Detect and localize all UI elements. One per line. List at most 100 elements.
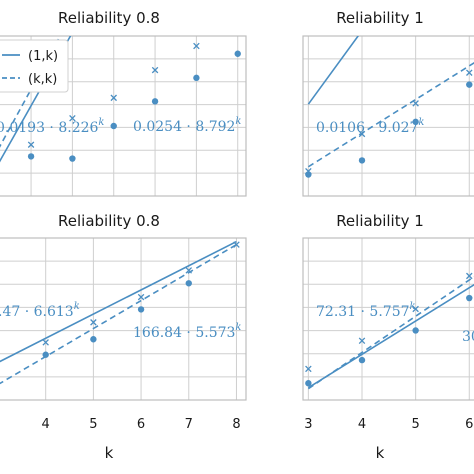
data-point-k-k bbox=[69, 114, 76, 122]
data-point-k-k bbox=[42, 339, 49, 346]
chart-panel-1: Reliability 0.8 0.0193 · 8.226k 0.0254 · 8… bbox=[0, 9, 247, 197]
data-point-1-k bbox=[412, 327, 419, 334]
x-marker-stroke bbox=[193, 42, 200, 50]
data-point-k-k bbox=[412, 305, 419, 313]
fit-formula-text: 0.0254 · 8.792 bbox=[133, 119, 235, 135]
x-marker-stroke bbox=[466, 69, 473, 76]
fit-formula-text: 0.0106 · 9.027 bbox=[316, 120, 418, 136]
data-point-1-k bbox=[412, 118, 419, 126]
panel-title: Reliability 0.8 bbox=[58, 9, 160, 27]
x-marker-stroke bbox=[466, 272, 473, 280]
data-point-k-k bbox=[27, 141, 35, 148]
x-marker-stroke bbox=[412, 100, 419, 107]
plot-frame bbox=[0, 237, 247, 401]
legend: (1,k) (k,k) bbox=[0, 39, 69, 93]
fit-formula: 0.0254 · 8.792k bbox=[133, 116, 241, 135]
x-marker-stroke bbox=[69, 114, 76, 122]
x-tick-label: 6 bbox=[465, 417, 473, 432]
data-point-1-k bbox=[358, 356, 366, 364]
fit-formula-exponent: k bbox=[98, 117, 104, 128]
fit-line-k-k bbox=[307, 275, 474, 390]
data-point-k-k bbox=[305, 167, 312, 175]
data-point-1-k bbox=[137, 306, 145, 313]
data-point-1-k bbox=[193, 74, 200, 82]
x-tick-label: 5 bbox=[411, 417, 419, 432]
x-marker-stroke bbox=[137, 293, 145, 301]
x-tick-label: 4 bbox=[358, 417, 366, 432]
data-point-k-k bbox=[358, 337, 366, 344]
data-point-k-k bbox=[110, 94, 117, 102]
fit-formula: 0.0193 · 8.226k bbox=[0, 117, 104, 136]
fit-line-k-k bbox=[0, 243, 237, 385]
grid bbox=[303, 36, 474, 196]
data-point-1-k bbox=[305, 171, 312, 178]
panel-title: Reliability 0.8 bbox=[58, 212, 160, 230]
grid bbox=[0, 238, 246, 400]
fit-formula: 72.31 · 5.757k bbox=[316, 301, 416, 320]
fit-line-1-k bbox=[307, 36, 360, 105]
x-marker-stroke bbox=[90, 319, 97, 326]
fit-formula: 30 bbox=[462, 329, 474, 345]
plot-frame bbox=[302, 237, 474, 401]
legend-label: (1,k) bbox=[28, 49, 58, 64]
data-point-1-k bbox=[305, 380, 312, 387]
fit-formula-text: 166.84 · 5.573 bbox=[133, 325, 235, 341]
data-point-1-k bbox=[27, 153, 35, 160]
x-tick-label: 8 bbox=[232, 417, 240, 432]
data-point-1-k bbox=[42, 351, 49, 358]
x-tick-label: 3 bbox=[304, 417, 312, 432]
fit-formula-text: .47 · 6.613 bbox=[0, 304, 74, 320]
data-point-1-k bbox=[234, 50, 241, 57]
panel-title: Reliability 1 bbox=[336, 212, 424, 230]
x-tick-label: 6 bbox=[137, 417, 145, 432]
fit-formula-exponent: k bbox=[410, 301, 416, 312]
data-point-k-k bbox=[137, 293, 145, 301]
data-point-k-k bbox=[151, 66, 159, 74]
plot-frame bbox=[302, 35, 474, 197]
data-point-1-k bbox=[466, 81, 473, 88]
data-point-k-k bbox=[90, 319, 97, 326]
grid bbox=[303, 238, 474, 400]
series-layer bbox=[0, 240, 240, 385]
data-point-1-k bbox=[90, 336, 97, 343]
fit-line-1-k bbox=[0, 36, 72, 163]
x-marker-stroke bbox=[235, 19, 241, 25]
data-point-1-k bbox=[110, 122, 117, 130]
plot-frame bbox=[0, 35, 247, 197]
x-axis-label: k bbox=[105, 444, 114, 462]
legend-box bbox=[0, 39, 69, 93]
series-layer bbox=[305, 272, 474, 390]
data-point-1-k bbox=[185, 280, 192, 287]
x-tick-label: 5 bbox=[89, 417, 97, 432]
data-point-1-k bbox=[358, 157, 366, 164]
x-marker-stroke bbox=[27, 141, 35, 148]
fit-formula-exponent: k bbox=[418, 117, 424, 128]
x-marker-stroke bbox=[305, 167, 312, 175]
fit-formula-exponent: k bbox=[235, 116, 241, 127]
x-marker-stroke bbox=[235, 19, 241, 25]
x-marker-stroke bbox=[358, 337, 366, 344]
legend-label: (k,k) bbox=[28, 72, 57, 87]
x-marker-stroke bbox=[412, 305, 419, 313]
fit-line-k-k bbox=[307, 61, 474, 168]
chart-panel-2: Reliability 1 0.0106 · 9.027k bbox=[302, 9, 474, 197]
x-tick-label: 7 bbox=[185, 417, 193, 432]
data-point-k-k bbox=[466, 272, 473, 280]
data-point-k-k bbox=[235, 19, 241, 25]
fit-formula: 166.84 · 5.573k bbox=[133, 322, 241, 341]
x-marker-stroke bbox=[42, 339, 49, 346]
data-point-1-k bbox=[466, 294, 473, 302]
data-point-k-k bbox=[193, 42, 200, 50]
data-point-1-k bbox=[151, 98, 159, 105]
series-layer bbox=[305, 36, 474, 178]
fit-formula-text: 72.31 · 5.757 bbox=[316, 304, 410, 320]
data-point-1-k bbox=[69, 155, 76, 162]
x-marker-stroke bbox=[151, 66, 159, 74]
fit-formula: 0.0106 · 9.027k bbox=[316, 117, 424, 136]
fit-formula: .47 · 6.613k bbox=[0, 301, 80, 320]
fit-formula-text: 30 bbox=[462, 329, 474, 345]
x-tick-label: 4 bbox=[42, 417, 50, 432]
x-axis-label: k bbox=[376, 444, 385, 462]
